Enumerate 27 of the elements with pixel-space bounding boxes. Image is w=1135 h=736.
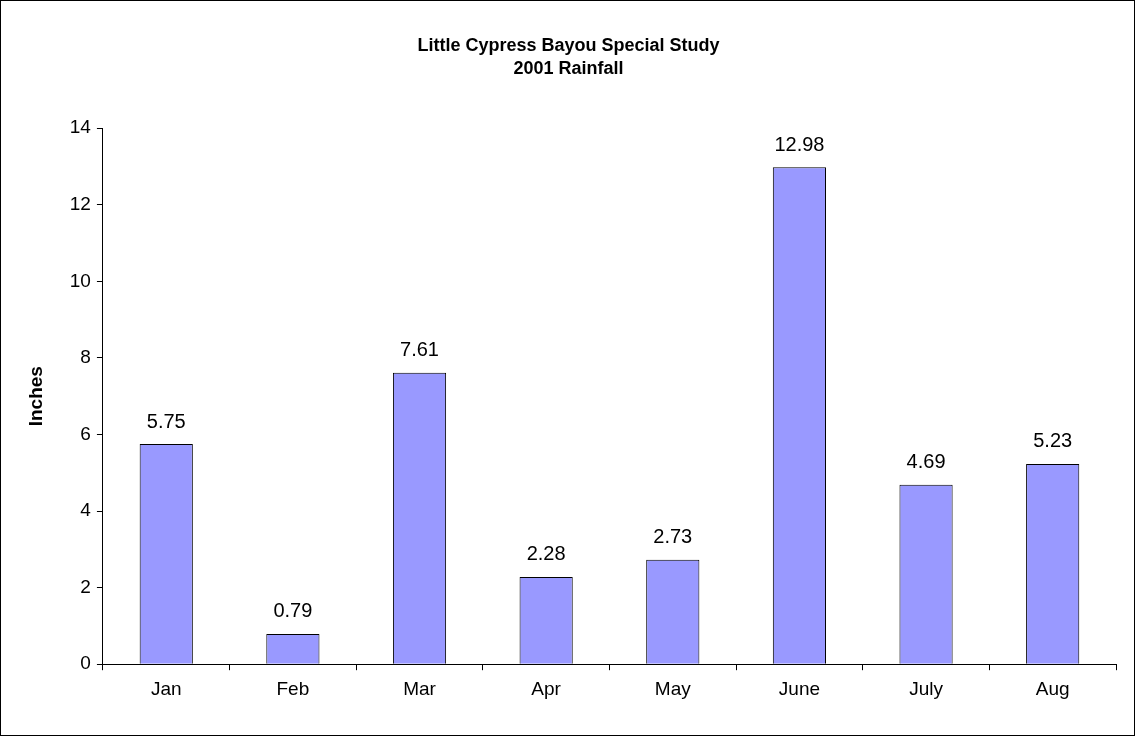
data-label: 2.28: [526, 542, 566, 565]
x-tick-label: Feb: [276, 677, 310, 699]
x-tick-label: Apr: [531, 677, 562, 699]
y-tick-label: 2: [80, 575, 91, 597]
x-tick-label: Mar: [403, 677, 437, 699]
chart-title: Little Cypress Bayou Special Study: [417, 34, 720, 55]
chart-subtitle: 2001 Rainfall: [513, 58, 624, 79]
x-tick-label: Aug: [1035, 677, 1070, 699]
y-tick-label: 10: [69, 269, 91, 291]
y-axis-title: Inches: [24, 366, 46, 427]
y-tick-label: 6: [80, 422, 91, 444]
data-label: 7.61: [400, 338, 439, 361]
data-label: 5.23: [1033, 429, 1073, 452]
data-label: 4.69: [906, 450, 946, 473]
data-label: 5.75: [146, 409, 186, 432]
x-tick-label: July: [909, 677, 944, 699]
x-tick-label: Jan: [150, 677, 182, 699]
x-tick-label: June: [778, 677, 821, 699]
y-tick-label: 14: [69, 116, 92, 138]
y-tick-label: 8: [80, 346, 91, 368]
data-label: 2.73: [653, 525, 693, 548]
y-tick-label: 4: [80, 499, 92, 521]
y-tick-label: 0: [80, 652, 91, 674]
x-tick-label: May: [654, 677, 692, 699]
data-label: 0.79: [273, 599, 313, 622]
data-label: 12.98: [774, 132, 825, 155]
y-tick-label: 12: [69, 193, 91, 215]
